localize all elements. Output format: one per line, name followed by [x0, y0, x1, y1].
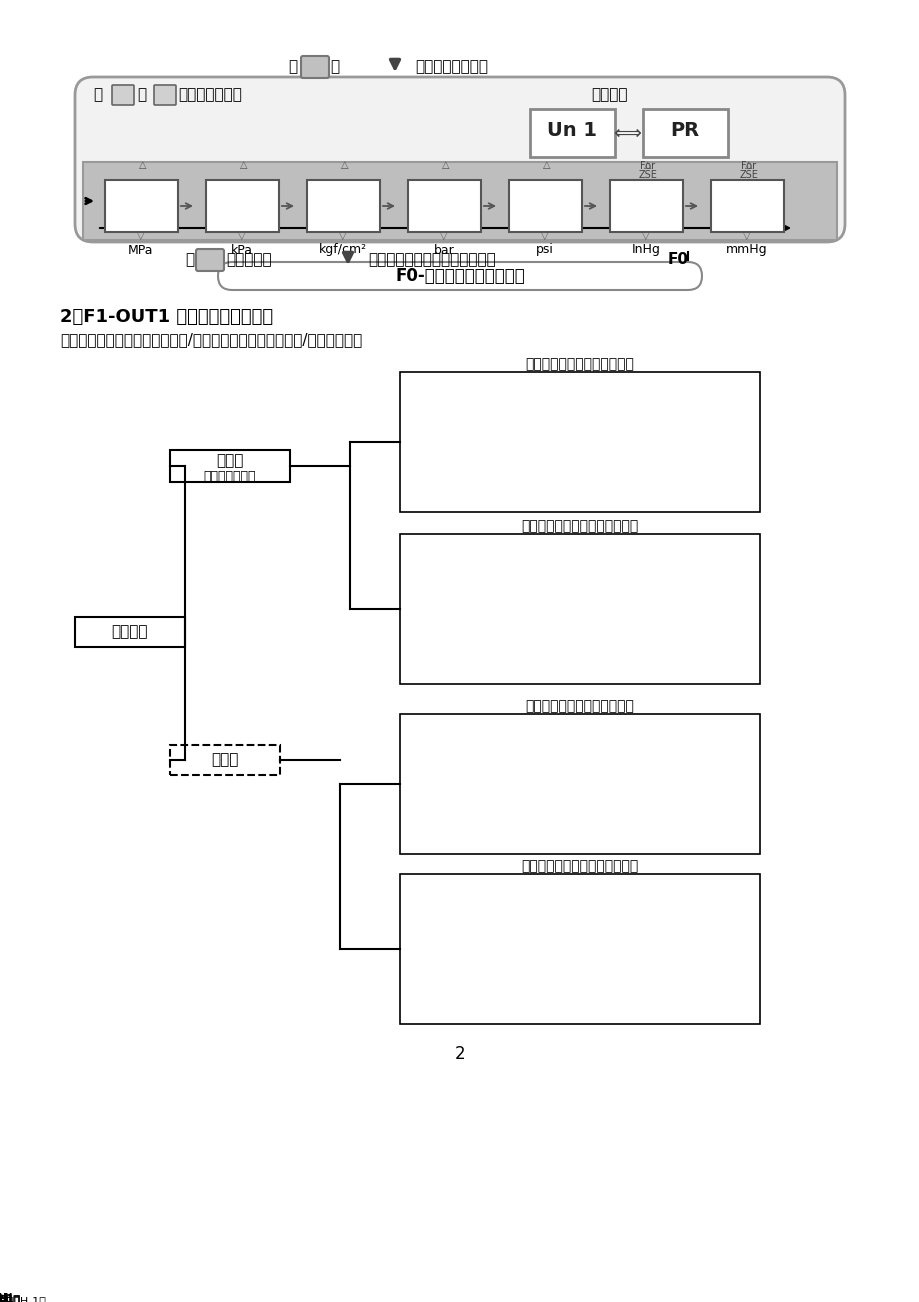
Text: ▲: ▲ — [118, 89, 128, 102]
FancyBboxPatch shape — [218, 262, 701, 290]
Text: 按: 按 — [185, 253, 194, 267]
Text: 迟滞（H1）: 迟滞（H1） — [0, 1293, 20, 1302]
Text: kgf/cm²: kgf/cm² — [319, 243, 367, 256]
Text: 输出模式: 输出模式 — [111, 625, 148, 639]
FancyBboxPatch shape — [196, 249, 223, 271]
Text: 键选择对应单位: 键选择对应单位 — [177, 87, 242, 103]
Text: 迟滞（H-1）: 迟滞（H-1） — [1, 1297, 47, 1302]
Bar — [400, 372, 759, 512]
Bar — [400, 874, 759, 1023]
Text: n_1: n_1 — [0, 1292, 12, 1302]
Bar — [170, 450, 289, 482]
Text: P1H: P1H — [0, 1292, 13, 1302]
Bar — [206, 180, 278, 232]
Text: P_1: P_1 — [0, 1292, 11, 1302]
Bar — [400, 713, 759, 854]
Text: ▽: ▽ — [540, 230, 548, 241]
Text: PS1: PS1 — [528, 198, 561, 214]
Text: bar: bar — [433, 243, 454, 256]
Bar — [407, 180, 481, 232]
FancyBboxPatch shape — [301, 56, 329, 78]
Bar — [105, 180, 177, 232]
Text: △: △ — [744, 160, 752, 171]
Text: ▽: ▽ — [641, 230, 649, 241]
Text: 迟滞（H1）: 迟滞（H1） — [0, 1294, 20, 1302]
Text: 常开型: 常开型 — [216, 453, 244, 469]
Bar — [508, 180, 582, 232]
Text: S: S — [205, 254, 214, 267]
Text: n1H: n1H — [0, 1292, 13, 1302]
Text: 返回到功能选择模式，屏幕显示: 返回到功能选择模式，屏幕显示 — [368, 253, 495, 267]
Text: For: For — [741, 161, 755, 171]
Text: nnH: nnH — [729, 198, 764, 214]
Text: ZSE: ZSE — [638, 171, 657, 180]
Text: 键: 键 — [330, 60, 339, 74]
Bar — [710, 180, 783, 232]
Text: 2）F1-OUT1 输出规格设定方法：: 2）F1-OUT1 输出规格设定方法： — [60, 309, 273, 326]
Text: S: S — [311, 60, 319, 73]
Text: Indication unit: Indication unit — [531, 161, 611, 172]
FancyBboxPatch shape — [75, 77, 844, 242]
Text: nPR: nPR — [124, 198, 158, 214]
Text: psi: psi — [536, 243, 553, 256]
Text: ▽: ▽ — [440, 230, 448, 241]
Text: 此部分可设置输出类别（迟滞型/比较型）和输出模式（常开/常闭）设定。: 此部分可设置输出类别（迟滞型/比较型）和输出模式（常开/常闭）设定。 — [60, 332, 362, 348]
Text: P1L: P1L — [0, 1292, 12, 1302]
Text: 按: 按 — [288, 60, 297, 74]
Text: 按: 按 — [93, 87, 102, 103]
Text: 进入单位选择模式: 进入单位选择模式 — [414, 60, 487, 74]
FancyBboxPatch shape — [112, 85, 134, 105]
Bar — [642, 109, 727, 158]
Text: 迟滞模式（出厂时默认设置）: 迟滞模式（出厂时默认设置） — [525, 699, 634, 713]
Text: ▽: ▽ — [137, 230, 144, 241]
Bar — [170, 745, 279, 775]
Text: △: △ — [442, 160, 449, 171]
Text: PR: PR — [670, 121, 698, 139]
Bar — [609, 180, 682, 232]
Text: △: △ — [341, 160, 348, 171]
Text: GF: GF — [331, 198, 354, 214]
Text: 迟滞（H1）: 迟滞（H1） — [0, 1294, 20, 1302]
Text: n1L: n1L — [0, 1292, 12, 1302]
Text: △: △ — [240, 160, 247, 171]
Text: 比较模式（也称窗口比较模式）: 比较模式（也称窗口比较模式） — [521, 519, 638, 533]
Text: Un 1: Un 1 — [547, 121, 596, 139]
Text: 键完成设定: 键完成设定 — [226, 253, 271, 267]
Bar — [400, 534, 759, 684]
Text: 常闭型: 常闭型 — [211, 753, 238, 767]
Text: For: For — [640, 161, 655, 171]
Text: ⟺: ⟺ — [612, 124, 641, 142]
Bar — [83, 161, 836, 240]
Text: F0-单位选择功能设定完成: F0-单位选择功能设定完成 — [394, 267, 525, 285]
Text: 出厂时默认设置: 出厂时默认设置 — [203, 470, 256, 483]
Text: ▼: ▼ — [160, 89, 170, 102]
Text: △: △ — [139, 160, 147, 171]
Text: △: △ — [542, 160, 550, 171]
Text: 迟滞（H1）: 迟滞（H1） — [0, 1293, 20, 1302]
Text: inH: inH — [631, 198, 660, 214]
Text: 迟滞模式（出厂时默认设置）: 迟滞模式（出厂时默认设置） — [525, 357, 634, 371]
Text: InHg: InHg — [630, 243, 660, 256]
Text: ZSE: ZSE — [739, 171, 757, 180]
Text: kPa: kPa — [231, 243, 253, 256]
Text: Set value: Set value — [658, 161, 710, 172]
Text: ▽: ▽ — [339, 230, 346, 241]
Text: 交替显示: 交替显示 — [591, 87, 628, 103]
Bar — [529, 109, 614, 158]
FancyBboxPatch shape — [153, 85, 176, 105]
Bar — [307, 180, 380, 232]
Text: bRr: bRr — [428, 198, 459, 214]
Text: ▽: ▽ — [743, 230, 750, 241]
Text: PR: PR — [231, 198, 253, 214]
Text: MPa: MPa — [128, 243, 153, 256]
Text: mmHg: mmHg — [725, 243, 767, 256]
Text: 2: 2 — [454, 1046, 465, 1062]
Text: ▽: ▽ — [238, 230, 245, 241]
Text: F0: F0 — [667, 253, 688, 267]
Text: 和: 和 — [137, 87, 146, 103]
Text: △: △ — [643, 160, 651, 171]
Text: 比较模式（也称窗口比较模式）: 比较模式（也称窗口比较模式） — [521, 859, 638, 874]
Bar — [75, 617, 185, 647]
